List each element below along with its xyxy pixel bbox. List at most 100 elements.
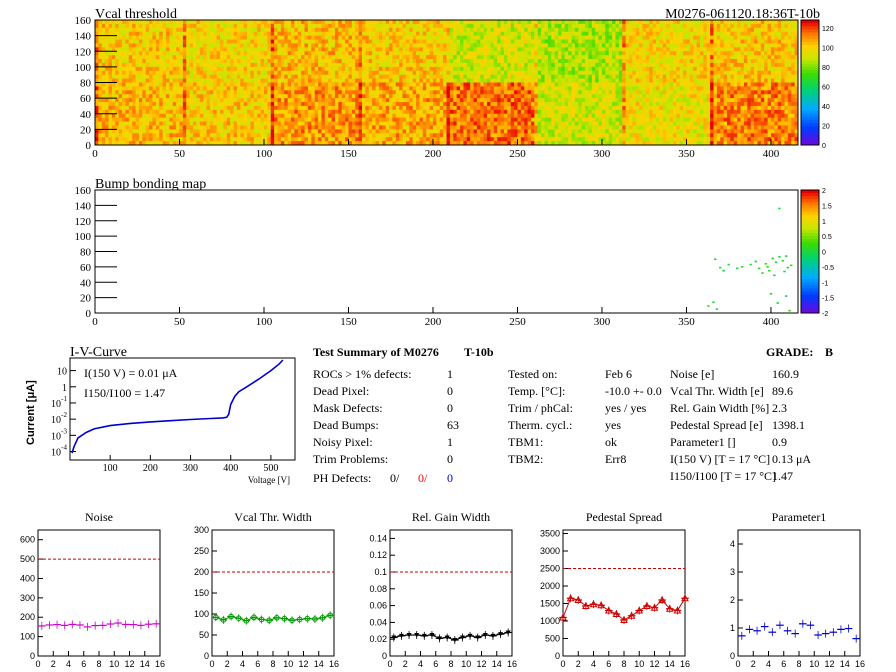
heatmap-cell — [679, 20, 684, 25]
heatmap-cell — [152, 137, 157, 142]
heatmap-cell — [446, 82, 451, 87]
heatmap-cell — [412, 133, 417, 138]
heatmap-cell — [263, 121, 268, 126]
heatmap-cell — [760, 23, 765, 29]
heatmap-cell — [209, 35, 214, 40]
heatmap-cell — [723, 51, 728, 56]
heatmap-cell — [443, 59, 447, 64]
heatmap-cell — [125, 129, 130, 134]
heatmap-cell — [355, 94, 360, 99]
heatmap-cell — [733, 55, 738, 60]
heatmap-cell — [213, 129, 218, 134]
heatmap-cell — [95, 86, 99, 91]
heatmap-cell — [331, 102, 336, 107]
heatmap-cell — [108, 102, 113, 107]
heatmap-cell — [743, 31, 748, 37]
heatmap-cell — [716, 62, 721, 68]
heatmap-cell — [456, 47, 461, 52]
heatmap-cell — [774, 51, 779, 56]
heatmap-cell — [138, 102, 143, 107]
heatmap-cell — [95, 82, 99, 87]
heatmap-cell — [716, 35, 721, 40]
heatmap-cell — [122, 23, 126, 29]
heatmap-cell — [355, 86, 360, 91]
heatmap-cell — [399, 59, 403, 64]
heatmap-cell — [395, 35, 400, 40]
heatmap-cell — [294, 43, 299, 48]
heatmap-cell — [689, 39, 694, 44]
heatmap-cell — [368, 94, 373, 99]
heatmap-cell — [149, 86, 153, 91]
heatmap-cell — [145, 55, 150, 60]
heatmap-cell — [169, 109, 174, 115]
heatmap-cell — [98, 47, 103, 52]
heatmap-cell — [412, 105, 417, 111]
heatmap-cell — [365, 137, 370, 142]
heatmap-cell — [128, 39, 133, 44]
heatmap-cell — [524, 66, 529, 72]
heatmap-cell — [426, 47, 431, 52]
heatmap-cell — [98, 62, 103, 68]
heatmap-cell — [541, 55, 545, 60]
heatmap-cell — [358, 121, 363, 126]
heatmap-cell — [274, 31, 278, 37]
heatmap-cell — [193, 31, 197, 37]
heatmap-cell — [378, 137, 383, 142]
heatmap-cell — [568, 35, 572, 40]
heatmap-cell — [490, 20, 495, 25]
heatmap-cell — [267, 31, 272, 37]
heatmap-cell — [703, 27, 708, 33]
heatmap-cell — [686, 39, 691, 44]
heatmap-cell — [476, 78, 481, 83]
heatmap-cell — [554, 39, 559, 44]
heatmap-cell — [382, 27, 387, 33]
heatmap-cell — [777, 39, 782, 44]
heatmap-cell — [301, 94, 305, 99]
heatmap-cell — [118, 86, 123, 91]
heatmap-cell — [226, 133, 231, 138]
heatmap-cell — [199, 78, 204, 83]
heatmap-cell — [291, 35, 295, 40]
heatmap-cell — [368, 23, 373, 29]
heatmap-cell — [436, 31, 441, 37]
heatmap-cell — [362, 141, 366, 146]
heatmap-cell — [608, 20, 613, 25]
heatmap-cell — [203, 27, 207, 33]
heatmap-cell — [233, 78, 238, 83]
heatmap-cell — [240, 90, 245, 95]
heatmap-cell — [169, 113, 174, 119]
heatmap-cell — [196, 31, 201, 37]
heatmap-cell — [375, 35, 380, 40]
heatmap-cell — [122, 55, 126, 60]
heatmap-cell — [274, 105, 278, 111]
heatmap-cell — [196, 43, 201, 48]
heatmap-cell — [652, 39, 657, 44]
heatmap-cell — [135, 23, 140, 29]
heatmap-cell — [568, 20, 572, 25]
heatmap-cell — [402, 47, 407, 52]
heatmap-cell — [432, 20, 437, 25]
heatmap-cell — [338, 35, 343, 40]
heatmap-cell — [686, 23, 691, 29]
heatmap-cell — [115, 20, 120, 25]
heatmap-cell — [676, 62, 681, 68]
heatmap-cell — [230, 125, 234, 130]
heatmap-cell — [426, 102, 431, 107]
heatmap-cell — [422, 66, 427, 72]
heatmap-cell — [615, 70, 620, 76]
heatmap-cell — [365, 23, 370, 29]
heatmap-cell — [216, 59, 221, 64]
heatmap-cell — [243, 82, 248, 87]
heatmap-cell — [419, 90, 424, 95]
heatmap-cell — [331, 55, 336, 60]
heatmap-cell — [230, 94, 234, 99]
heatmap-cell — [284, 51, 289, 56]
heatmap-cell — [480, 39, 485, 44]
heatmap-cell — [595, 51, 599, 56]
heatmap-cell — [297, 47, 302, 52]
heatmap-cell — [436, 94, 441, 99]
heatmap-cell — [324, 35, 329, 40]
heatmap-cell — [399, 94, 403, 99]
heatmap-cell — [223, 66, 228, 72]
heatmap-cell — [324, 94, 329, 99]
